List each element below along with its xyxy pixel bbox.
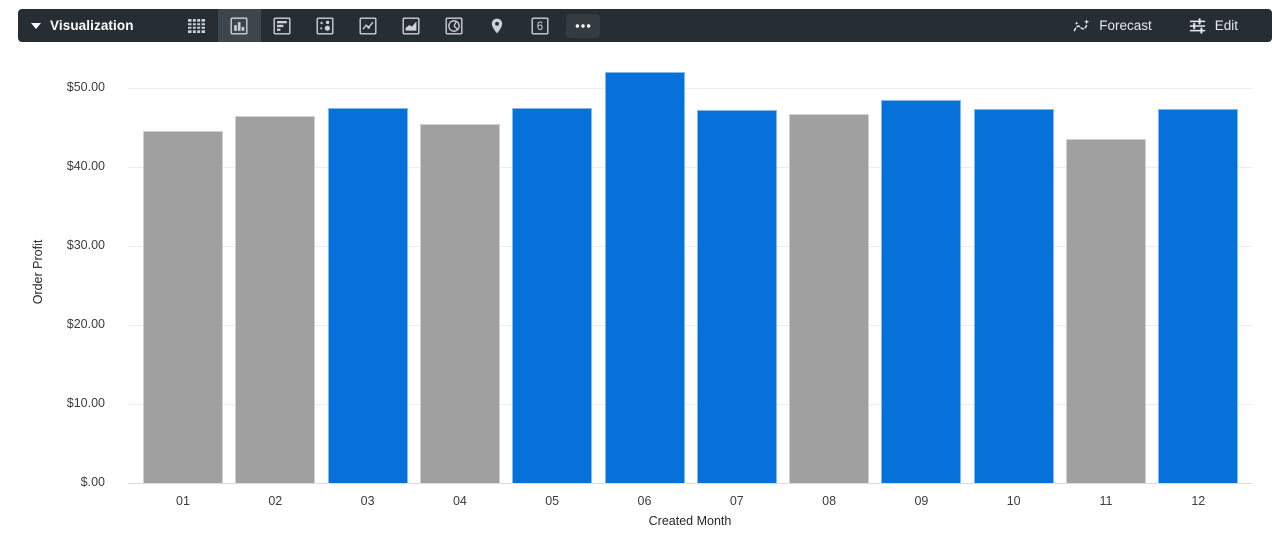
x-tick-label: 09: [914, 494, 929, 508]
x-tick-label: 11: [1099, 494, 1113, 508]
x-tick-label: 02: [268, 494, 283, 508]
visualization-collapse-header[interactable]: Visualization: [18, 9, 148, 42]
bar-10[interactable]: [973, 109, 1054, 483]
viz-type-line-button[interactable]: [347, 9, 390, 42]
bar-05[interactable]: [512, 107, 593, 483]
map-pin-icon: [487, 16, 507, 36]
x-tick-label: 10: [1006, 494, 1021, 508]
viz-type-pie-button[interactable]: [433, 9, 476, 42]
y-tick-label: $40.00: [66, 159, 105, 173]
bar-03[interactable]: [327, 107, 408, 483]
forecast-button[interactable]: Forecast: [1068, 9, 1156, 42]
x-tick-label: 04: [452, 494, 467, 508]
pie-chart-icon: [444, 16, 464, 36]
x-tick-label: 05: [545, 494, 560, 508]
y-tick-label: $10.00: [66, 396, 105, 410]
viz-type-single-value-button[interactable]: 6: [519, 9, 562, 42]
viz-type-scatter-button[interactable]: [304, 9, 347, 42]
gridline-$30.00: [128, 246, 1252, 247]
forecast-label: Forecast: [1099, 18, 1152, 33]
ellipsis-icon: [566, 13, 601, 38]
x-tick-label: 12: [1191, 494, 1206, 508]
bar-chart-icon: [272, 16, 292, 36]
scatter-plot-icon: [315, 16, 335, 36]
x-tick-label: 08: [822, 494, 837, 508]
collapse-caret-icon: [31, 22, 41, 29]
viz-type-area-button[interactable]: [390, 9, 433, 42]
bar-04[interactable]: [419, 123, 500, 483]
y-tick-label: $50.00: [66, 80, 105, 94]
x-tick-label: 07: [729, 494, 744, 508]
viz-type-bar-button[interactable]: [261, 9, 304, 42]
bar-02[interactable]: [235, 116, 316, 483]
gridline-$.00: [128, 483, 1252, 484]
y-tick-label: $20.00: [66, 317, 105, 331]
line-chart-icon: [358, 16, 378, 36]
forecast-icon: [1072, 17, 1091, 35]
bar-01[interactable]: [143, 130, 223, 483]
bar-06[interactable]: [604, 72, 685, 483]
column-chart: Order Profit Created Month $.00 $10.00 $20…: [0, 42, 1272, 560]
viz-type-map-button[interactable]: [476, 9, 519, 42]
y-tick-label: $30.00: [66, 238, 105, 252]
bar-09[interactable]: [881, 99, 962, 483]
viz-type-table-button[interactable]: [175, 9, 218, 42]
svg-text:6: 6: [537, 21, 543, 33]
x-axis-title: Created Month: [648, 514, 732, 528]
bar-12[interactable]: [1158, 108, 1239, 483]
edit-button[interactable]: Edit: [1184, 9, 1242, 42]
x-tick-label: 01: [176, 494, 190, 508]
table-icon: [186, 16, 207, 36]
tune-sliders-icon: [1188, 17, 1207, 35]
gridline-$10.00: [128, 404, 1252, 405]
viz-type-column-button[interactable]: [217, 9, 261, 42]
viz-type-more-button[interactable]: [562, 9, 605, 42]
x-tick-label: 03: [360, 494, 375, 508]
single-value-icon: 6: [530, 16, 550, 36]
bar-11[interactable]: [1066, 138, 1146, 483]
visualization-toolbar: Visualization: [18, 9, 1272, 42]
toolbar-title: Visualization: [50, 18, 134, 33]
gridline-$40.00: [128, 167, 1252, 168]
x-tick-label: 06: [637, 494, 652, 508]
y-tick-label: $.00: [80, 475, 105, 489]
bar-08[interactable]: [789, 114, 870, 483]
gridline-$20.00: [128, 325, 1252, 326]
edit-label: Edit: [1214, 18, 1238, 33]
gridline-$50.00: [128, 88, 1252, 89]
bar-07[interactable]: [696, 110, 777, 483]
viz-type-picker: 6: [175, 9, 605, 42]
area-chart-icon: [401, 16, 421, 36]
column-chart-icon: [229, 16, 249, 36]
